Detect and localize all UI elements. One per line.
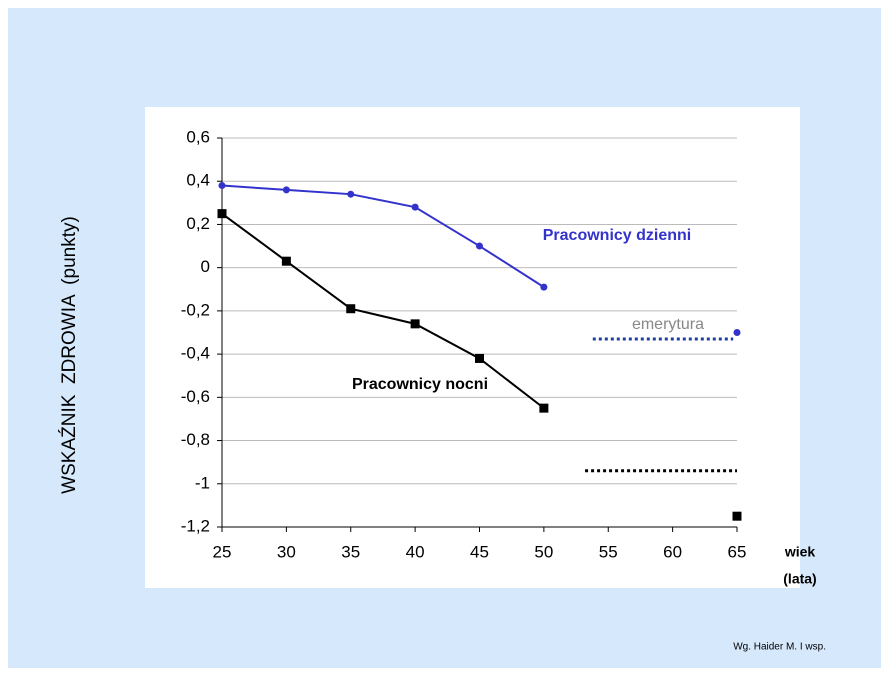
point: [282, 186, 290, 194]
x-tick-label: 35: [341, 542, 360, 561]
x-tick-label: 55: [599, 542, 618, 561]
chart-area: [145, 107, 800, 588]
x-tick-label: 45: [470, 542, 489, 561]
dotted-line-label: emerytura: [632, 316, 704, 333]
point: [410, 319, 420, 329]
point: [217, 209, 227, 219]
y-tick-label: 0,4: [186, 171, 210, 190]
series-label: Pracownicy dzienni: [543, 227, 691, 244]
x-tick-label: 60: [663, 542, 682, 561]
source-note: Wg. Haider M. I wsp.: [733, 642, 826, 653]
x-tick-label: 65: [728, 542, 747, 561]
y-tick-label: 0: [201, 257, 210, 276]
point: [540, 283, 548, 291]
series-label: Pracownicy nocni: [352, 376, 488, 393]
x-axis-label: wiek: [784, 544, 816, 560]
y-axis-label: WSKAŹNIK ZDROWIA (punkty): [59, 216, 80, 494]
y-tick-label: -0,4: [181, 344, 210, 363]
y-tick-label: 0,2: [186, 214, 210, 233]
y-tick-label: -0,6: [181, 387, 210, 406]
point: [539, 403, 549, 413]
point: [281, 256, 291, 266]
y-tick-label: -0,2: [181, 300, 210, 319]
point: [218, 182, 226, 190]
y-tick-label: 0,6: [186, 127, 210, 146]
point: [346, 304, 356, 314]
series-line: [221, 212, 545, 409]
y-tick-label: -1: [195, 473, 210, 492]
x-tick-label: 40: [406, 542, 425, 561]
point: [347, 190, 355, 198]
x-axis-label: (lata): [783, 571, 816, 587]
point: [733, 329, 741, 336]
x-tick-label: 50: [534, 542, 553, 561]
point: [476, 242, 483, 250]
y-tick-label: -1,2: [181, 516, 210, 535]
point: [475, 353, 484, 363]
point: [411, 203, 419, 211]
series-line: [221, 184, 545, 288]
point: [732, 511, 742, 521]
x-tick-label: 25: [213, 542, 232, 561]
x-tick-label: 30: [277, 542, 296, 561]
y-tick-label: -0,8: [181, 430, 210, 449]
